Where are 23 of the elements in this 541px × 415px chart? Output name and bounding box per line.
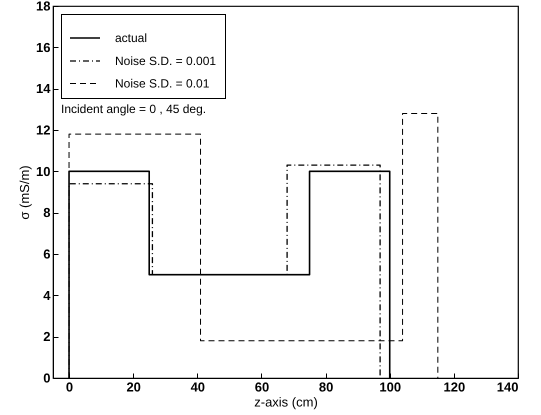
y-tick-label: 12 bbox=[36, 122, 50, 138]
y-tick-label: 2 bbox=[43, 329, 50, 344]
y-tick-label: 8 bbox=[43, 205, 50, 220]
x-tick-label: 120 bbox=[444, 380, 466, 394]
y-axis-title: σ (mS/m) bbox=[17, 165, 32, 220]
x-tick-label: 60 bbox=[254, 380, 270, 394]
y-tick-label: 4 bbox=[43, 288, 52, 303]
y-tick-label: 10 bbox=[36, 164, 50, 179]
y-tick-label: 16 bbox=[36, 40, 50, 55]
legend-label: Noise S.D. = 0.001 bbox=[115, 54, 216, 68]
x-tick-label: 100 bbox=[379, 380, 402, 394]
x-axis-title: z-axis (cm) bbox=[254, 394, 318, 410]
legend-label: Noise S.D. = 0.01 bbox=[115, 76, 210, 90]
y-tick-label: 6 bbox=[43, 246, 50, 262]
x-tick-label: 40 bbox=[190, 380, 206, 394]
x-tick-label: 0 bbox=[66, 380, 74, 394]
y-tick-label: 18 bbox=[36, 0, 50, 14]
y-tick-label: 14 bbox=[36, 81, 52, 96]
x-tick-label: 80 bbox=[318, 380, 334, 394]
legend-label: actual bbox=[115, 31, 148, 45]
annotation: Incident angle = 0 , 45 deg. bbox=[61, 102, 206, 116]
x-tick-label: 20 bbox=[126, 380, 141, 394]
x-tick-label: 140 bbox=[496, 380, 518, 394]
